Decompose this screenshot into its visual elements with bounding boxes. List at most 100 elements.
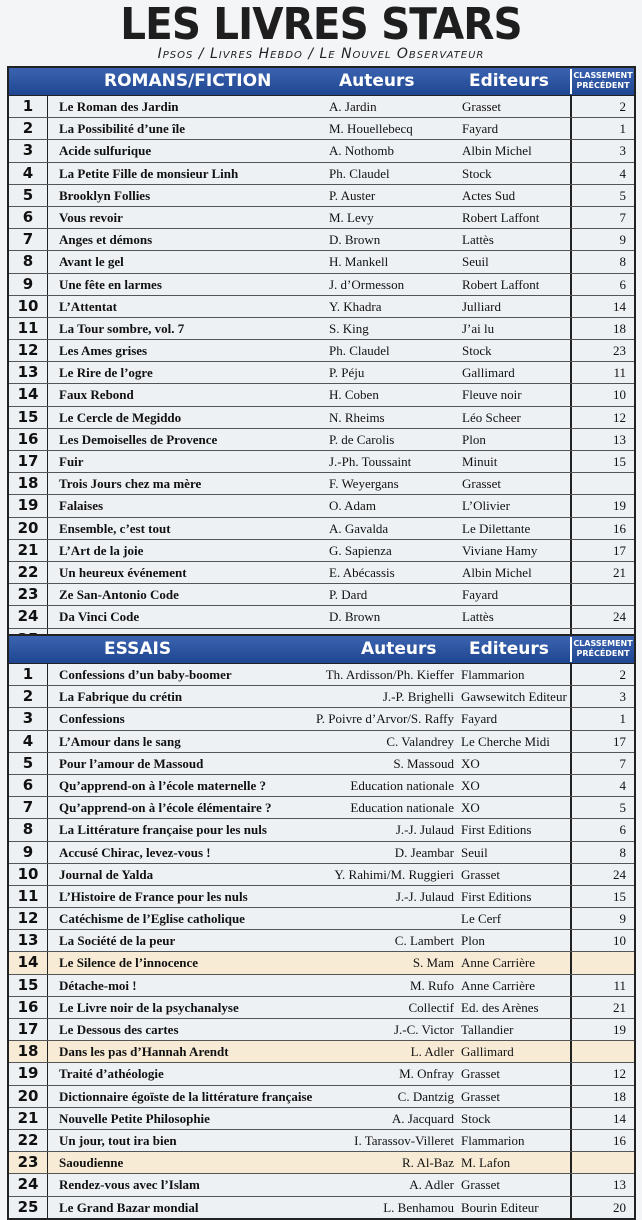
publisher-cell: Actes Sud	[462, 187, 516, 203]
table-row: 17 Le Dessous des cartes J.-C. Victor Talla…	[9, 1019, 634, 1042]
title-cell: Détache-moi !	[59, 977, 137, 993]
table-row: 24 Da Vinci Code D. Brown Lattès 24	[9, 606, 634, 629]
title-cell: Saoudienne	[59, 1155, 124, 1171]
publisher-cell: Lattès	[462, 609, 494, 625]
author-cell: Ph. Claudel	[329, 343, 390, 359]
publisher-cell: Grasset	[461, 1066, 500, 1082]
table-row: 3 Confessions P. Poivre d’Arvor/S. Raffy Fa…	[9, 708, 634, 731]
rank-cell: 1	[9, 664, 48, 686]
table-header: ROMANS/FICTION Auteurs Editeurs CLASSEME…	[9, 68, 634, 96]
publisher-cell: M. Lafon	[461, 1155, 511, 1171]
rank-cell: 18	[9, 1041, 48, 1063]
rank-cell: 3	[9, 140, 48, 162]
previous-rank-cell	[570, 952, 634, 974]
title-cell: L’Attentat	[59, 298, 118, 314]
publisher-cell: Tallandier	[461, 1022, 514, 1037]
table-row: 10 L’Attentat Y. Khadra Julliard 14	[9, 295, 634, 318]
table-row: 1 Confessions d’un baby-boomer Th. Ardisso…	[9, 664, 634, 687]
title-cell: Les Ames grises	[59, 343, 148, 359]
publisher-cell: Albin Michel	[462, 564, 532, 580]
title-cell: Le Cercle de Megiddo	[59, 409, 182, 425]
table-row: 12 Catéchisme de l’Eglise catholique Le Ce…	[9, 908, 634, 931]
rank-cell: 17	[9, 1019, 48, 1041]
previous-rank-cell: 1	[570, 708, 634, 730]
title-cell: Un heureux événement	[59, 564, 187, 580]
previous-rank-cell: 24	[570, 863, 634, 885]
rank-cell: 11	[9, 317, 48, 340]
rank-cell: 17	[9, 451, 48, 473]
publisher-cell: Lattès	[462, 232, 494, 248]
title-cell: Faux Rebond	[59, 387, 134, 403]
authors-header: Auteurs	[361, 639, 437, 659]
title-cell: Le Livre noir de la psychanalyse	[59, 999, 239, 1015]
title-cell: L’Amour dans le sang	[59, 733, 181, 749]
title-cell: Le Roman des Jardin	[59, 99, 179, 114]
previous-rank-cell: 5	[570, 797, 634, 819]
title-cell: Trois Jours chez ma mère	[59, 476, 202, 492]
publisher-cell: Flammarion	[461, 667, 525, 682]
previous-rank-cell: 19	[570, 1019, 634, 1041]
title-cell: Avant le gel	[59, 254, 124, 270]
author-cell: P. Péju	[329, 365, 365, 381]
author-cell: A. Adler	[409, 1177, 454, 1193]
author-cell: G. Sapienza	[329, 542, 392, 558]
author-cell: S. King	[329, 320, 369, 336]
author-cell: Education nationale	[350, 800, 454, 816]
rank-cell: 10	[9, 863, 48, 885]
author-cell: P. de Carolis	[329, 431, 395, 447]
rank-cell: 14	[9, 952, 48, 974]
title-cell: Qu’apprend-on à l’école élémentaire ?	[59, 800, 272, 816]
author-cell: C. Lambert	[394, 933, 454, 949]
rank-cell: 2	[9, 118, 48, 140]
publisher-cell: J’ai lu	[462, 320, 495, 336]
publisher-cell: Le Cherche Midi	[461, 733, 550, 749]
table-row: 5 Pour l’amour de Massoud S. Massoud XO 7	[9, 752, 634, 775]
rank-cell: 12	[9, 908, 48, 930]
previous-rank-cell: 9	[570, 229, 634, 251]
previous-rank-cell: 2	[570, 96, 634, 118]
rank-cell: 22	[9, 1129, 48, 1152]
rank-cell: 10	[9, 295, 48, 317]
table-row: 12 Les Ames grises Ph. Claudel Stock 23	[9, 340, 634, 363]
author-cell: P. Dard	[329, 587, 368, 603]
publisher-cell: XO	[461, 800, 480, 816]
table-row: 15 Détache-moi ! M. Rufo Anne Carrière 11	[9, 974, 634, 997]
previous-rank-cell: 3	[570, 686, 634, 708]
publisher-cell: Léo Scheer	[462, 409, 521, 425]
title-cell: Da Vinci Code	[59, 609, 140, 625]
table-row: 15 Le Cercle de Megiddo N. Rheims Léo Schee…	[9, 406, 634, 429]
publisher-cell: Minuit	[462, 454, 498, 469]
title-cell: Journal de Yalda	[59, 866, 154, 882]
previous-rank-cell: 4	[570, 774, 634, 797]
rank-cell: 6	[9, 206, 48, 229]
previous-rank-cell: 17	[570, 730, 634, 752]
rank-cell: 19	[9, 495, 48, 517]
author-cell: Education nationale	[350, 777, 454, 793]
publisher-cell: Viviane Hamy	[462, 542, 538, 558]
publisher-cell: Seuil	[462, 254, 489, 270]
previous-rank-cell: 3	[570, 140, 634, 162]
previous-rank-cell: 23	[570, 340, 634, 362]
title-cell: Pour l’amour de Massoud	[59, 755, 204, 771]
publisher-cell: First Editions	[461, 888, 532, 904]
author-cell: L. Benhamou	[383, 1199, 454, 1215]
publisher-cell: Gallimard	[462, 365, 515, 381]
table-row: 17 Fuir J.-Ph. Toussaint Minuit 15	[9, 451, 634, 474]
publishers-header: Editeurs	[469, 639, 549, 659]
rank-cell: 9	[9, 273, 48, 295]
author-cell: Y. Khadra	[329, 298, 382, 314]
romans-table: ROMANS/FICTION Auteurs Editeurs CLASSEME…	[7, 66, 636, 652]
publisher-cell: Stock	[461, 1110, 491, 1126]
rank-cell: 19	[9, 1063, 48, 1085]
title-cell: Falaises	[59, 498, 104, 514]
table-row: 20 Dictionnaire égoïste de la littérature…	[9, 1085, 634, 1108]
previous-rank-cell: 15	[570, 885, 634, 908]
publisher-cell: Robert Laffont	[462, 276, 540, 292]
rank-cell: 1	[9, 96, 48, 118]
table-row: 21 L’Art de la joie G. Sapienza Viviane Ham…	[9, 539, 634, 562]
previous-rank-cell: 5	[570, 184, 634, 206]
author-cell: D. Brown	[329, 609, 381, 625]
title-cell: La Fabrique du crétin	[59, 689, 183, 705]
previous-rank-cell: 16	[570, 517, 634, 539]
table-row: 14 Le Silence de l’innocence S. Mam Anne Ca…	[9, 952, 634, 975]
